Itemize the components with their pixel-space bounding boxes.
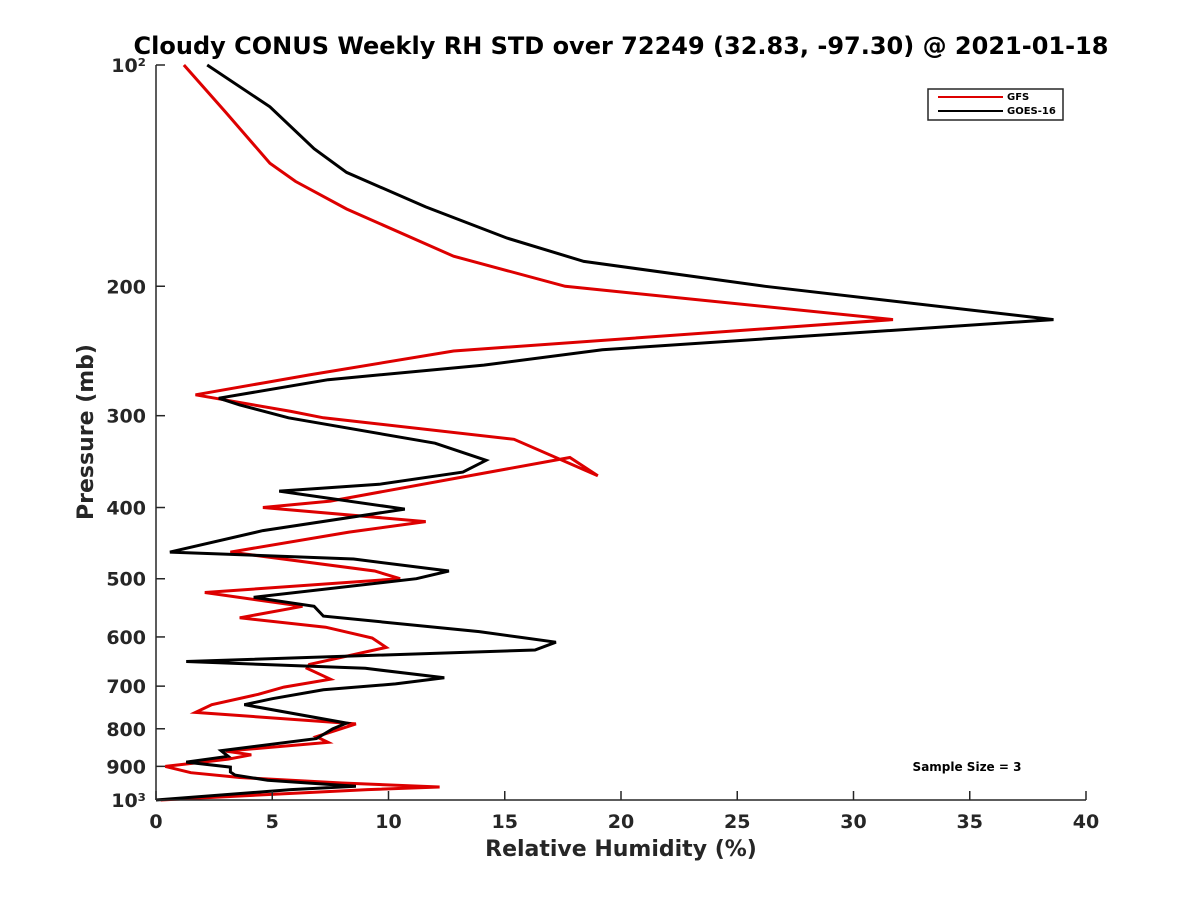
x-tick-label: 20 xyxy=(608,811,634,833)
series-line-gfs xyxy=(160,64,894,802)
chart-title: Cloudy CONUS Weekly RH STD over 72249 (3… xyxy=(134,32,1109,60)
series-line-goes16 xyxy=(155,63,1054,802)
y-ticks: 10² 200 300 400 500 600 700 800 900 10³ xyxy=(106,55,165,812)
x-tick-label: 35 xyxy=(957,811,983,833)
y-tick-label: 800 xyxy=(106,719,146,741)
y-tick-label: 600 xyxy=(106,627,146,649)
legend-label-goes16: GOES-16 xyxy=(1007,106,1056,117)
legend: GFS GOES-16 xyxy=(927,88,1064,121)
x-tick-label: 5 xyxy=(266,811,279,833)
x-tick-label: 10 xyxy=(375,811,401,833)
x-axis-label: Relative Humidity (%) xyxy=(485,837,757,862)
x-tick-label: 25 xyxy=(724,811,750,833)
sample-size-annotation: Sample Size = 3 xyxy=(913,760,1022,774)
y-tick-label: 900 xyxy=(106,756,146,778)
y-tick-label: 700 xyxy=(106,676,146,698)
x-ticks: 0 5 10 15 20 25 30 35 40 xyxy=(149,791,1099,833)
x-tick-label: 40 xyxy=(1073,811,1099,833)
y-tick-label: 200 xyxy=(106,276,146,298)
y-tick-label: 300 xyxy=(106,406,146,428)
y-tick-label: 500 xyxy=(106,569,146,591)
x-tick-label: 30 xyxy=(840,811,866,833)
legend-box xyxy=(927,88,1064,121)
legend-label-gfs: GFS xyxy=(1007,92,1029,103)
y-tick-label: 400 xyxy=(106,498,146,520)
y-axis-label: Pressure (mb) xyxy=(74,344,99,520)
x-tick-label: 0 xyxy=(149,811,162,833)
series-layer xyxy=(155,63,1054,802)
x-tick-label: 15 xyxy=(492,811,518,833)
y-tick-label: 10³ xyxy=(111,790,146,812)
y-tick-label: 10² xyxy=(111,55,146,77)
